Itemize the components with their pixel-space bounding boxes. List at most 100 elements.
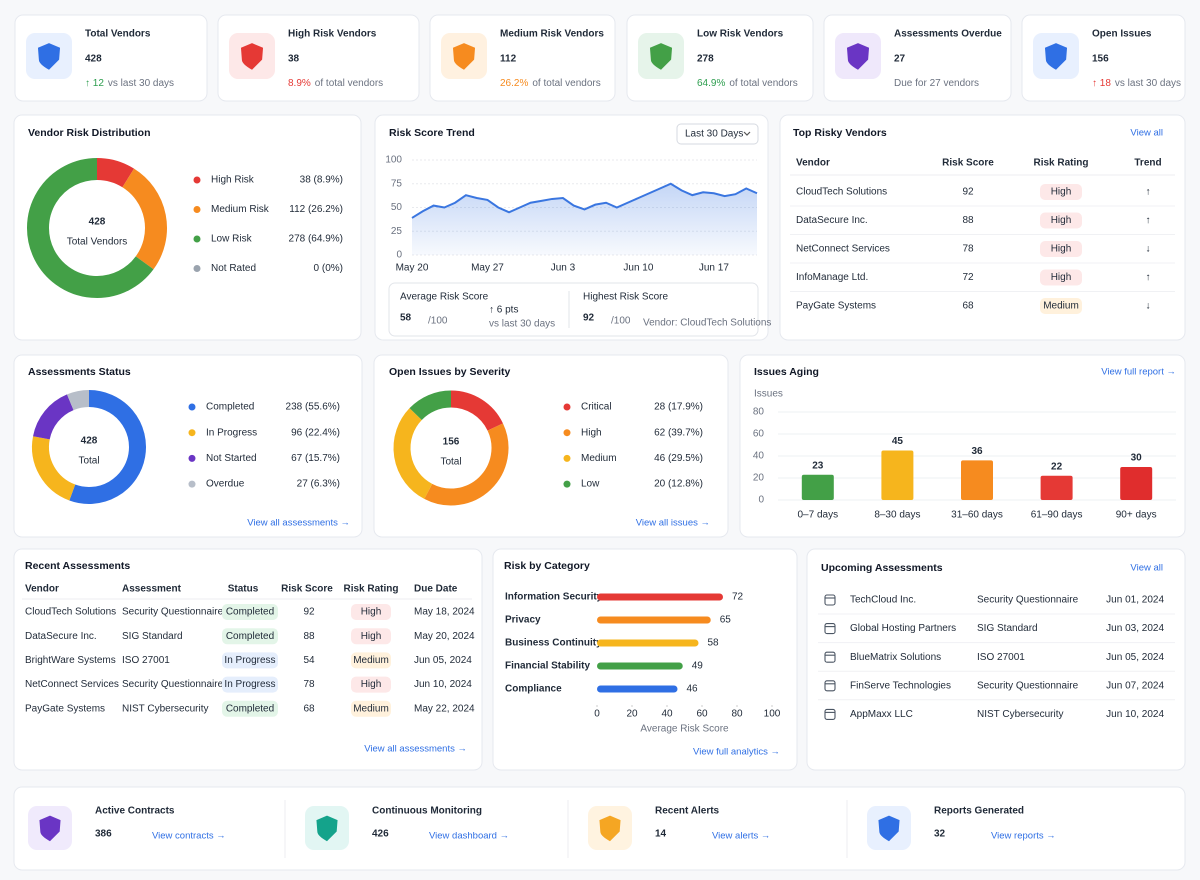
x-tick-label: 40	[661, 709, 673, 720]
cell: Jun 07, 2024	[1106, 680, 1164, 691]
link[interactable]: View full analytics →	[693, 747, 780, 758]
kpi-note: Due for 27 vendors	[894, 78, 979, 89]
link[interactable]: View all assessments →	[364, 744, 467, 755]
y-tick-label: 0	[396, 250, 402, 261]
donut-segment	[122, 168, 167, 270]
kpi-note: of total vendors	[729, 78, 797, 89]
cell: 78	[962, 244, 974, 255]
legend-label: Not Started	[206, 453, 257, 464]
donut-segment	[96, 158, 135, 188]
kpi-footer: 8.9% of total vendors	[288, 78, 383, 89]
x-tick-label: 80	[731, 709, 743, 720]
link[interactable]: View all issues →	[636, 518, 710, 529]
donut-segment	[450, 390, 503, 432]
x-tick-label: 61–90 days	[1031, 510, 1083, 521]
card	[779, 114, 1186, 341]
pill	[351, 700, 391, 717]
x-tick-label: Jun 3	[551, 263, 576, 274]
y-tick-label: 60	[753, 429, 765, 440]
kpi-delta: ↑ 18	[1092, 78, 1111, 89]
link[interactable]: View reports →	[991, 831, 1056, 842]
icon	[316, 815, 338, 842]
category-label: Financial Stability	[505, 661, 590, 672]
dropdown[interactable]	[676, 123, 759, 145]
y-tick-label: 75	[391, 178, 403, 189]
link[interactable]: View all	[1130, 563, 1163, 574]
pill-label: High	[361, 631, 382, 642]
stat-note: vs last 30 days	[489, 319, 555, 330]
cell: PayGate Systems	[25, 703, 105, 714]
stat-change: ↑ 6 pts	[489, 305, 518, 316]
pill-label: In Progress	[224, 655, 275, 666]
kpi-title: Total Vendors	[85, 29, 151, 40]
icon	[39, 815, 61, 842]
pill-label: Completed	[226, 607, 274, 618]
donut-segment	[32, 436, 76, 501]
x-tick-label: 20	[626, 709, 638, 720]
legend-label: Low	[581, 479, 600, 490]
summary-value: 14	[655, 829, 667, 840]
legend-dot	[193, 176, 201, 184]
table-title: Recent Assessments	[25, 560, 130, 572]
data-label: 30	[1131, 453, 1143, 464]
legend-dot	[563, 480, 571, 488]
link[interactable]: View contracts →	[152, 831, 226, 842]
pill	[351, 604, 391, 620]
icon	[37, 43, 61, 70]
table-title: Top Risky Vendors	[793, 127, 887, 139]
calendar-icon	[824, 651, 836, 663]
column-header: Risk Score	[281, 584, 333, 595]
legend-label: Not Rated	[211, 263, 256, 274]
pill	[1040, 212, 1082, 229]
legend-dot	[563, 454, 571, 462]
cell: DataSecure Inc.	[796, 215, 868, 226]
kpi-note: of total vendors	[532, 78, 600, 89]
line	[411, 182, 758, 219]
center-value: 156	[443, 437, 460, 448]
center-label: Total Vendors	[67, 237, 128, 248]
legend-dot	[188, 454, 196, 462]
cell: May 18, 2024	[414, 607, 475, 618]
link[interactable]: View full report →	[1101, 367, 1176, 378]
cell: BrightWare Systems	[25, 655, 116, 666]
x-tick-label: Jun 10	[623, 263, 653, 274]
kpi-footer: 26.2% of total vendors	[500, 78, 601, 89]
trend: ↑	[1146, 215, 1151, 226]
data-label: 72	[732, 592, 744, 603]
link[interactable]: View all assessments →	[247, 518, 350, 529]
legend-label: Overdue	[206, 479, 245, 490]
y-tick-label: 25	[391, 226, 403, 237]
summary-value: 32	[934, 829, 946, 840]
kpi-footer: ↑ 12 vs last 30 days	[85, 78, 174, 89]
kpi-title: Medium Risk Vendors	[500, 29, 604, 40]
chart-title: Assessments Status	[28, 366, 131, 378]
cell: FinServe Technologies	[850, 680, 951, 691]
legend-label: High Risk	[211, 175, 255, 186]
category-label: Compliance	[505, 684, 562, 695]
x-axis-label: Average Risk Score	[640, 724, 729, 735]
summary-title: Active Contracts	[95, 806, 175, 817]
x-tick-label: 60	[696, 709, 708, 720]
bar	[597, 639, 699, 647]
kpi-title: High Risk Vendors	[288, 29, 377, 40]
pill	[351, 676, 391, 693]
summary-title: Recent Alerts	[655, 806, 720, 817]
bar	[1120, 467, 1153, 500]
link[interactable]: View alerts →	[712, 831, 770, 842]
stat-suffix: /100	[611, 316, 631, 327]
area	[412, 183, 757, 255]
pill-label: High	[1051, 215, 1072, 226]
kpi-delta: 26.2%	[500, 78, 528, 89]
link[interactable]: View all	[1130, 128, 1163, 139]
bar	[597, 616, 711, 624]
data-label: 49	[692, 661, 704, 672]
legend-value: 27 (6.3%)	[297, 479, 340, 490]
x-tick-label: 0	[594, 709, 600, 720]
card	[373, 354, 729, 538]
chart-title: Risk Score Trend	[389, 127, 475, 139]
cell: CloudTech Solutions	[796, 187, 887, 198]
cell: NIST Cybersecurity	[977, 709, 1064, 720]
link[interactable]: View dashboard →	[429, 831, 509, 842]
legend-value: 0 (0%)	[314, 263, 343, 274]
y-axis-label: Issues	[754, 389, 783, 400]
